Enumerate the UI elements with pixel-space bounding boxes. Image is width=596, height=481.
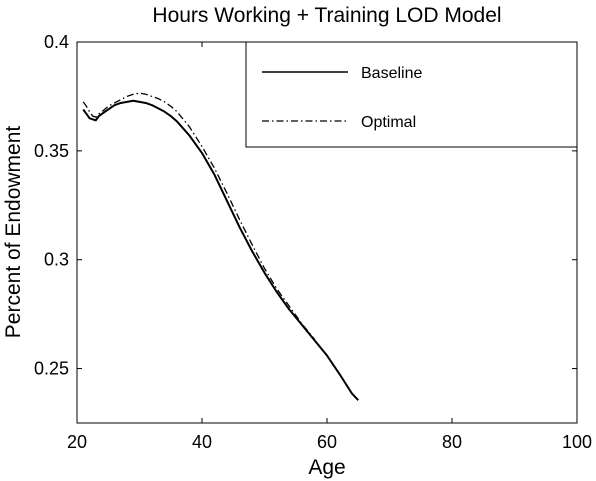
x-tick-label: 60 — [317, 432, 337, 452]
y-tick-label: 0.3 — [44, 250, 69, 270]
y-tick-label: 0.4 — [44, 32, 69, 52]
y-tick-label: 0.25 — [34, 359, 69, 379]
legend-label-optimal: Optimal — [361, 114, 416, 131]
x-tick-label: 40 — [192, 432, 212, 452]
series-layer — [82, 92, 359, 401]
chart-title: Hours Working + Training LOD Model — [152, 4, 501, 27]
y-axis-tick-labels: 0.25 0.3 0.35 0.4 — [34, 32, 69, 379]
legend-box — [245, 41, 578, 148]
y-axis-label: Percent of Endowment — [2, 126, 25, 339]
y-axis-ticks — [77, 41, 577, 370]
series-line-optimal — [82, 92, 316, 340]
legend: Baseline Optimal — [245, 41, 578, 148]
series-line-baseline — [82, 99, 359, 401]
legend-label-baseline: Baseline — [361, 65, 422, 82]
x-tick-label: 100 — [562, 432, 592, 452]
x-axis-tick-labels: 20 40 60 80 100 — [67, 432, 592, 452]
x-axis-label: Age — [308, 456, 345, 479]
x-tick-label: 80 — [442, 432, 462, 452]
x-tick-label: 20 — [67, 432, 87, 452]
y-tick-label: 0.35 — [34, 141, 69, 161]
